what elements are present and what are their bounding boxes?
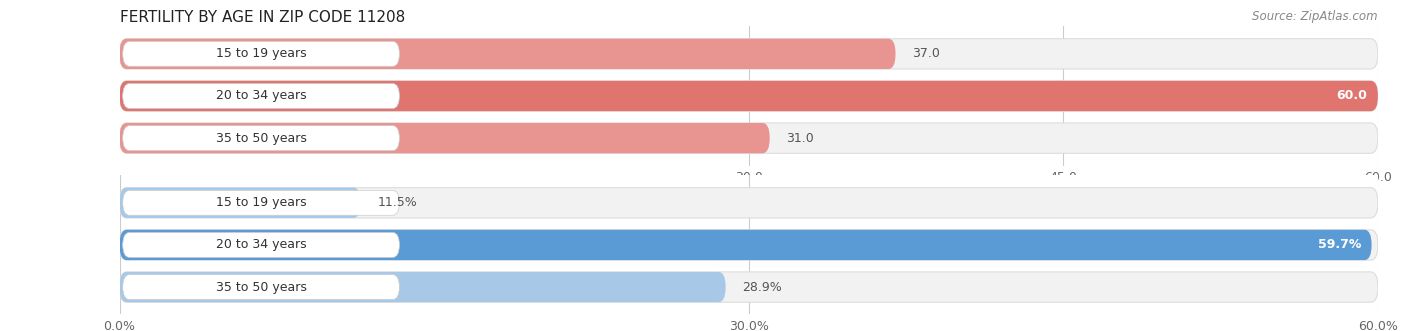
FancyBboxPatch shape <box>120 81 1378 111</box>
Text: 60.0: 60.0 <box>1337 89 1368 103</box>
FancyBboxPatch shape <box>120 230 1378 260</box>
Text: 15 to 19 years: 15 to 19 years <box>215 196 307 209</box>
FancyBboxPatch shape <box>120 39 896 69</box>
Text: FERTILITY BY AGE IN ZIP CODE 11208: FERTILITY BY AGE IN ZIP CODE 11208 <box>120 10 405 25</box>
Text: 11.5%: 11.5% <box>377 196 418 209</box>
FancyBboxPatch shape <box>122 41 399 66</box>
FancyBboxPatch shape <box>120 123 1378 153</box>
FancyBboxPatch shape <box>120 230 1372 260</box>
FancyBboxPatch shape <box>122 190 399 215</box>
FancyBboxPatch shape <box>122 126 399 151</box>
Text: 20 to 34 years: 20 to 34 years <box>215 89 307 103</box>
Text: Source: ZipAtlas.com: Source: ZipAtlas.com <box>1253 10 1378 23</box>
Text: 35 to 50 years: 35 to 50 years <box>215 281 307 294</box>
FancyBboxPatch shape <box>120 123 769 153</box>
FancyBboxPatch shape <box>120 188 361 218</box>
FancyBboxPatch shape <box>120 272 725 302</box>
Text: 28.9%: 28.9% <box>742 281 782 294</box>
FancyBboxPatch shape <box>122 83 399 109</box>
Text: 59.7%: 59.7% <box>1317 238 1361 252</box>
FancyBboxPatch shape <box>120 81 1378 111</box>
FancyBboxPatch shape <box>122 275 399 300</box>
FancyBboxPatch shape <box>120 188 1378 218</box>
FancyBboxPatch shape <box>120 39 1378 69</box>
FancyBboxPatch shape <box>120 272 1378 302</box>
Text: 35 to 50 years: 35 to 50 years <box>215 132 307 145</box>
FancyBboxPatch shape <box>122 232 399 258</box>
Text: 31.0: 31.0 <box>786 132 814 145</box>
Text: 15 to 19 years: 15 to 19 years <box>215 47 307 60</box>
Text: 20 to 34 years: 20 to 34 years <box>215 238 307 252</box>
Text: 37.0: 37.0 <box>912 47 941 60</box>
